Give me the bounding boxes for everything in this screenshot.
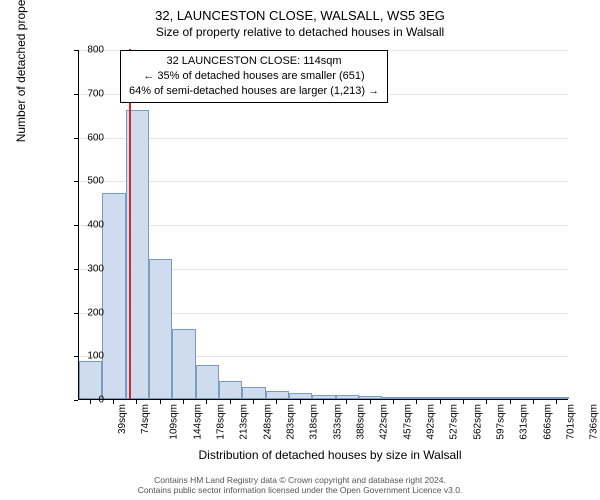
x-tick-label: 213sqm (239, 404, 250, 440)
x-tick-label: 631sqm (519, 404, 530, 440)
histogram-bar (102, 193, 125, 399)
annotation-line-3: 64% of semi-detached houses are larger (… (129, 84, 379, 99)
x-tick-mark (160, 400, 161, 404)
histogram-bar (359, 396, 382, 399)
histogram-bar (266, 391, 289, 399)
histogram-bar (289, 393, 312, 399)
x-tick-mark (346, 400, 347, 404)
y-tick-mark (74, 269, 78, 270)
x-tick-mark (183, 400, 184, 404)
histogram-bar (406, 397, 429, 399)
y-tick-mark (74, 181, 78, 182)
x-tick-label: 457sqm (402, 404, 413, 440)
y-tick-label: 100 (78, 351, 104, 362)
histogram-bar (452, 397, 475, 399)
histogram-bar (312, 395, 335, 399)
annotation-line-2: ← 35% of detached houses are smaller (65… (129, 69, 379, 84)
x-tick-mark (90, 400, 91, 404)
x-tick-mark (393, 400, 394, 404)
x-tick-mark (230, 400, 231, 404)
histogram-bar (476, 397, 499, 399)
y-tick-label: 800 (78, 45, 104, 56)
x-tick-label: 353sqm (332, 404, 343, 440)
annotation-line-1: 32 LAUNCESTON CLOSE: 114sqm (129, 54, 379, 69)
y-axis-label: Number of detached properties (14, 0, 28, 142)
footer-line-2: Contains public sector information licen… (0, 485, 600, 496)
y-tick-label: 300 (78, 263, 104, 274)
y-tick-mark (74, 50, 78, 51)
histogram-bar (546, 397, 569, 399)
y-tick-label: 600 (78, 132, 104, 143)
y-tick-mark (74, 313, 78, 314)
x-tick-mark (463, 400, 464, 404)
annotation-box: 32 LAUNCESTON CLOSE: 114sqm ← 35% of det… (120, 50, 388, 103)
histogram-bar (242, 387, 265, 399)
x-tick-label: 39sqm (117, 404, 128, 434)
x-axis-label: Distribution of detached houses by size … (30, 448, 600, 462)
x-tick-mark (533, 400, 534, 404)
x-tick-label: 492sqm (426, 404, 437, 440)
y-tick-mark (74, 356, 78, 357)
x-tick-mark (370, 400, 371, 404)
x-tick-mark (136, 400, 137, 404)
y-tick-mark (74, 94, 78, 95)
x-tick-mark (206, 400, 207, 404)
histogram-bar (79, 361, 102, 400)
histogram-bar (149, 259, 172, 399)
x-tick-mark (510, 400, 511, 404)
histogram-bar (382, 397, 405, 399)
x-tick-label: 736sqm (589, 404, 600, 440)
gridline (79, 138, 568, 139)
x-tick-label: 562sqm (472, 404, 483, 440)
x-tick-label: 178sqm (216, 404, 227, 440)
x-tick-label: 283sqm (286, 404, 297, 440)
chart-footer: Contains HM Land Registry data © Crown c… (0, 475, 600, 496)
x-tick-label: 666sqm (542, 404, 553, 440)
x-tick-label: 597sqm (496, 404, 507, 440)
gridline (79, 181, 568, 182)
y-tick-label: 400 (78, 220, 104, 231)
x-tick-label: 701sqm (566, 404, 577, 440)
x-tick-mark (113, 400, 114, 404)
x-tick-mark (253, 400, 254, 404)
histogram-bar (522, 397, 545, 399)
x-tick-label: 74sqm (140, 404, 151, 434)
y-tick-label: 500 (78, 176, 104, 187)
chart-title-sub: Size of property relative to detached ho… (0, 23, 600, 39)
x-tick-mark (416, 400, 417, 404)
y-tick-mark (74, 400, 78, 401)
x-tick-mark (323, 400, 324, 404)
x-tick-label: 144sqm (192, 404, 203, 440)
y-tick-label: 700 (78, 88, 104, 99)
x-tick-mark (440, 400, 441, 404)
histogram-bar (336, 395, 359, 399)
x-tick-mark (276, 400, 277, 404)
y-tick-mark (74, 138, 78, 139)
x-tick-mark (556, 400, 557, 404)
footer-line-1: Contains HM Land Registry data © Crown c… (0, 475, 600, 486)
y-tick-mark (74, 225, 78, 226)
x-tick-label: 248sqm (262, 404, 273, 440)
x-tick-mark (486, 400, 487, 404)
y-tick-label: 200 (78, 307, 104, 318)
x-tick-label: 422sqm (379, 404, 390, 440)
histogram-bar (172, 329, 195, 399)
x-tick-label: 388sqm (356, 404, 367, 440)
gridline (79, 225, 568, 226)
x-tick-label: 109sqm (169, 404, 180, 440)
x-tick-mark (300, 400, 301, 404)
histogram-bar (429, 397, 452, 399)
x-tick-label: 318sqm (309, 404, 320, 440)
y-tick-label: 0 (78, 395, 104, 406)
histogram-bar (499, 397, 522, 399)
x-tick-label: 527sqm (449, 404, 460, 440)
chart-title-main: 32, LAUNCESTON CLOSE, WALSALL, WS5 3EG (0, 0, 600, 23)
histogram-bar (219, 381, 242, 399)
histogram-bar (196, 365, 219, 399)
